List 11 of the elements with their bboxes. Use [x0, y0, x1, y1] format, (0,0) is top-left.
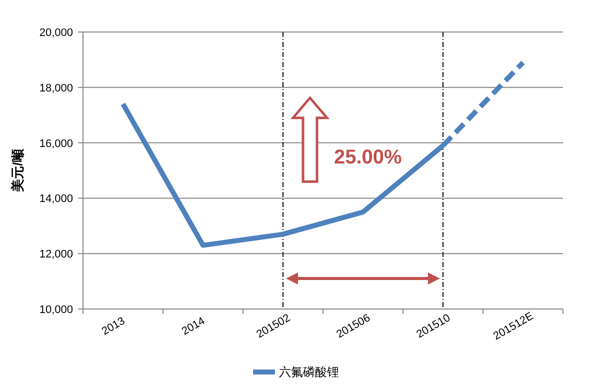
y-tick-label: 18,000	[39, 82, 73, 94]
y-tick-label: 14,000	[39, 193, 73, 206]
y-tick-label: 20,000	[39, 27, 73, 39]
legend-label: 六氟磷酸锂	[279, 365, 339, 379]
y-tick-label: 16,000	[39, 138, 73, 150]
x-tick-label: 2013	[100, 315, 128, 338]
y-axis-title: 美元/噸	[10, 148, 25, 193]
x-tick-label: 2014	[180, 315, 208, 338]
y-tick-label: 12,000	[39, 248, 73, 261]
y-tick-label: 10,000	[39, 304, 73, 316]
annotation: 25.00%	[334, 146, 402, 169]
